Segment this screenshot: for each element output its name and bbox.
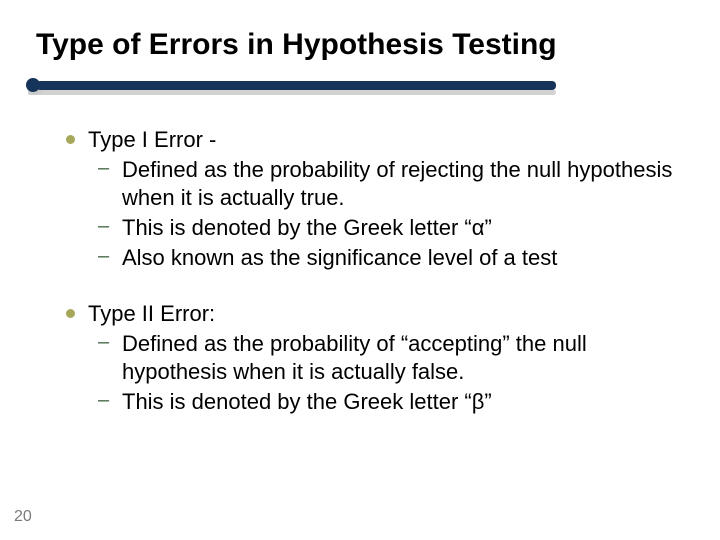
bullet-marker-icon <box>66 309 75 318</box>
sub-list: – Defined as the probability of rejectin… <box>122 156 678 273</box>
sub-item-text: This is denoted by the Greek letter “α” <box>122 215 492 240</box>
sub-item: – This is denoted by the Greek letter “β… <box>122 388 678 416</box>
bullet-type-i: Type I Error - – Defined as the probabil… <box>88 126 678 272</box>
underline-bar-shadow <box>28 90 556 95</box>
sub-item: – Also known as the significance level o… <box>122 244 678 272</box>
dash-icon: – <box>98 214 109 240</box>
dash-icon: – <box>98 244 109 270</box>
slide-title: Type of Errors in Hypothesis Testing <box>36 28 684 61</box>
slide: Type of Errors in Hypothesis Testing Typ… <box>0 0 720 540</box>
sub-item-text: Also known as the significance level of … <box>122 245 557 270</box>
sub-item-text: Defined as the probability of “accepting… <box>122 331 587 384</box>
page-number: 20 <box>14 508 32 526</box>
bullet-marker-icon <box>66 135 75 144</box>
body-area: Type I Error - – Defined as the probabil… <box>88 126 678 444</box>
bullet-label: Type I Error - <box>88 126 678 154</box>
title-underline <box>26 78 556 96</box>
sub-item: – Defined as the probability of rejectin… <box>122 156 678 212</box>
dash-icon: – <box>98 388 109 414</box>
bullet-type-ii: Type II Error: – Defined as the probabil… <box>88 300 678 416</box>
sub-item: – Defined as the probability of “accepti… <box>122 330 678 386</box>
sub-item-text: This is denoted by the Greek letter “β” <box>122 389 492 414</box>
bullet-label: Type II Error: <box>88 300 678 328</box>
sub-item: – This is denoted by the Greek letter “α… <box>122 214 678 242</box>
sub-list: – Defined as the probability of “accepti… <box>122 330 678 416</box>
title-area: Type of Errors in Hypothesis Testing <box>36 28 684 61</box>
dash-icon: – <box>98 156 109 182</box>
dash-icon: – <box>98 330 109 356</box>
sub-item-text: Defined as the probability of rejecting … <box>122 157 672 210</box>
underline-bar <box>38 81 556 90</box>
